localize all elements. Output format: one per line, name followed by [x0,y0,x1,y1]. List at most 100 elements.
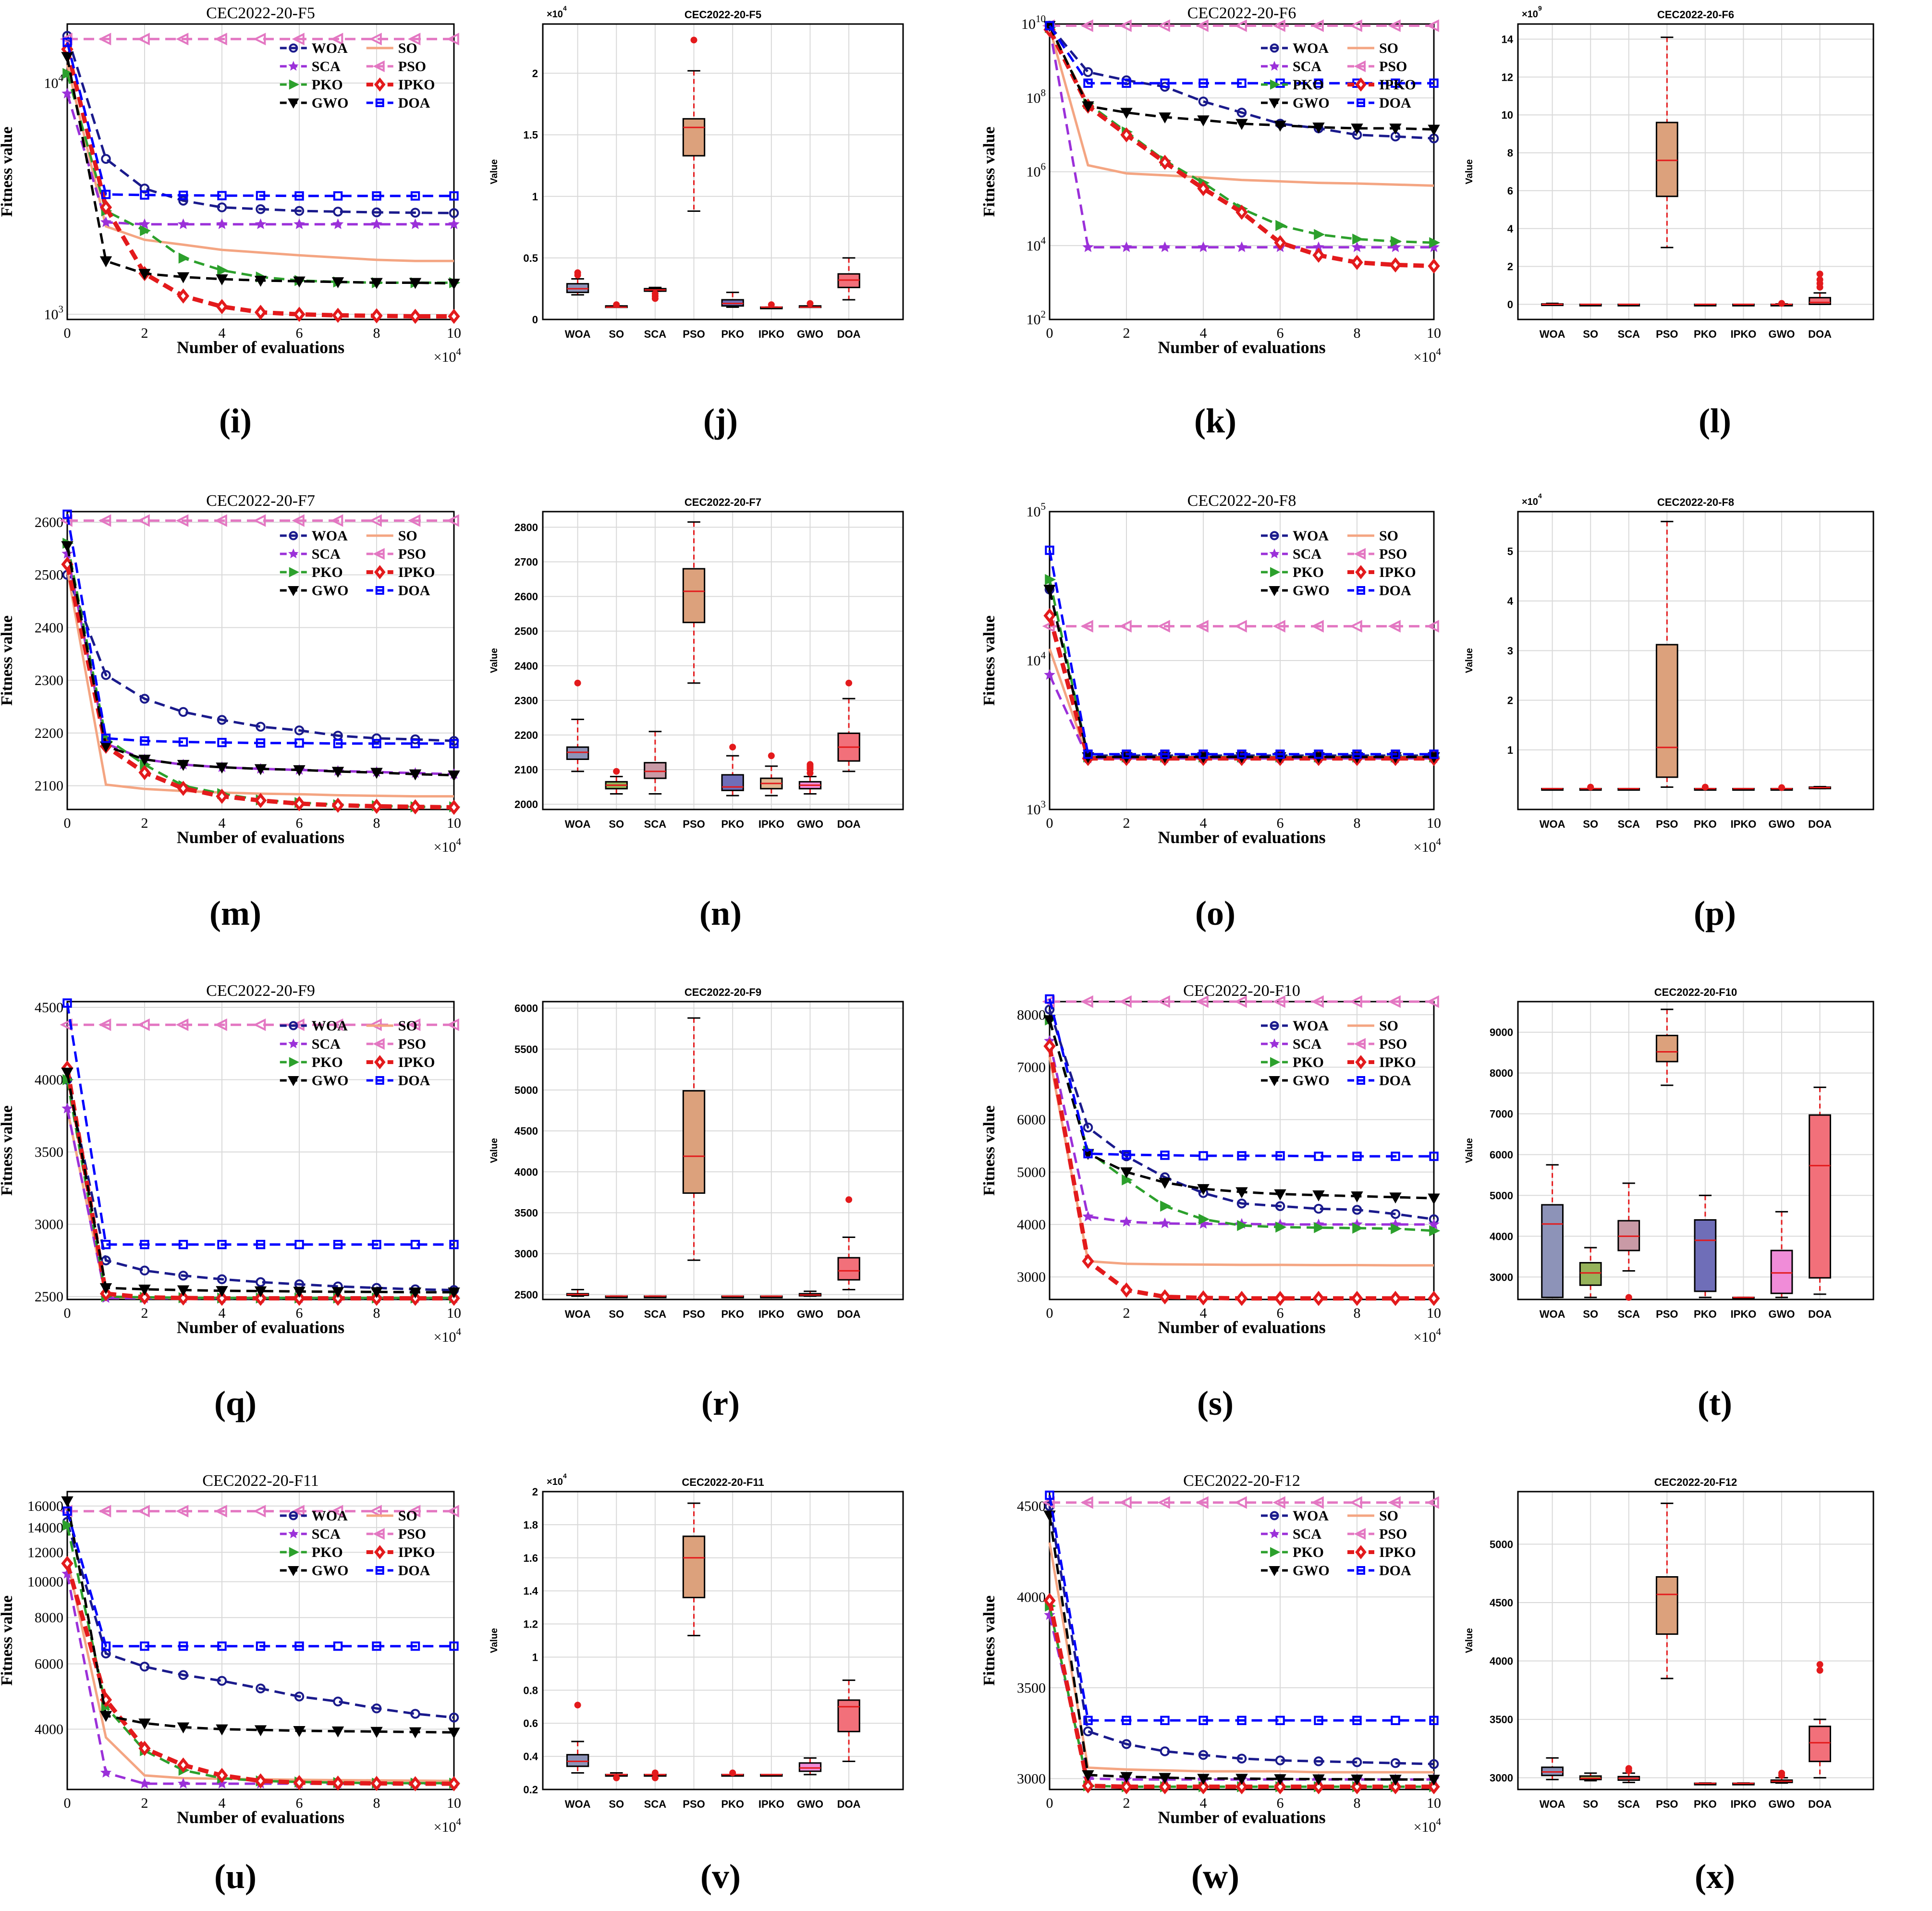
marker-doa [101,1641,111,1651]
marker-ipko [293,306,306,322]
marker-gwo [254,276,267,287]
y-tick-label: 5000 [1017,1164,1046,1180]
outlier-gwo [807,300,814,307]
y-tick-label: 2500 [35,1289,63,1305]
x-tick-label: 10 [447,325,461,341]
marker-pso [408,33,421,46]
chart-title: CEC2022-20-F12 [1183,1472,1300,1490]
marker-ipko [1389,1291,1402,1306]
x-tick-label-gwo: GWO [797,1308,823,1320]
x-multiplier-exp: 4 [1436,346,1442,357]
marker-pso [1349,1496,1362,1509]
marker-gwo [1274,1774,1286,1786]
chart-title: CEC2022-20-F7 [685,496,761,508]
marker-pso [1388,19,1401,32]
marker-sca [139,1777,150,1788]
series-line-woa [1048,1009,1434,1221]
marker-sca [61,87,73,98]
marker-woa [410,208,420,218]
legend-label-pko: PKO [1293,1544,1324,1560]
legend-label-ipko: IPKO [398,77,435,93]
marker-woa [449,208,459,218]
plot-frame [542,1001,904,1300]
legend-label-woa: WOA [1293,528,1329,544]
marker-ipko [1312,247,1325,263]
y-tick-label: 10000 [27,1574,63,1590]
legend-marker-doa [1357,98,1365,107]
x-tick-label-ipko: IPKO [758,1308,784,1320]
marker-doa [1083,1149,1093,1159]
marker-doa [101,189,111,199]
x-multiplier-base: ×10 [434,349,456,365]
legend-marker-gwo [1269,586,1280,597]
y-tick-label: 3000 [1017,1269,1046,1285]
marker-gwo [1159,1177,1171,1189]
marker-ipko [138,1289,151,1305]
y-tick-label: 2600 [514,591,538,603]
x-tick-label: 8 [373,1305,380,1321]
y-tick-label: 2500 [514,625,538,637]
x-tick-label-doa: DOA [837,818,861,830]
panel-q: 0 2 4 6 8 10 2500 3000 3500 4000 4500 CEC2022-20-F9… [0,982,462,1345]
legend-marker-ipko [1355,1545,1367,1559]
x-tick-label: 2 [1123,1795,1130,1811]
box-doa [1809,1114,1831,1279]
marker-woa [217,202,227,212]
marker-ipko [1082,1253,1094,1269]
y-axis-label: Fitness value [0,1595,16,1686]
marker-pso [408,1018,421,1031]
y-tick-label: 104 [1027,649,1046,669]
y-axis-label: Value [1464,1138,1475,1163]
marker-pso [137,514,150,527]
legend-label-pko: PKO [312,1544,343,1560]
marker-doa [1237,1715,1247,1726]
x-tick-label-pko: PKO [721,818,744,830]
marker-ipko [1312,1291,1325,1306]
x-tick-label-gwo: GWO [1769,1308,1795,1320]
outlier-sca [1625,1294,1632,1301]
legend-label-woa: WOA [312,40,348,56]
legend-label-pko: PKO [1293,1054,1324,1070]
marker-gwo [61,541,73,552]
series-line-gwo [1048,589,1434,759]
marker-doa [1122,1715,1131,1726]
x-tick-label: 8 [1354,1305,1361,1321]
marker-sca [448,218,460,229]
legend-label-ipko: IPKO [1379,77,1416,93]
marker-doa [372,1239,381,1250]
marker-gwo [99,1711,112,1722]
y-tick-label: 3000 [1490,1772,1513,1784]
y-tick-label: 106 [1027,161,1046,180]
plot-frame [1049,511,1435,810]
legend-marker-pko [1270,1057,1281,1067]
y-tick-label-base: 10 [1027,238,1041,254]
legend-label-pso: PSO [1379,59,1407,74]
x-tick-label: 2 [141,325,148,341]
marker-doa [1314,78,1323,88]
y-tick-label: 3500 [1490,1714,1513,1726]
marker-doa [333,739,343,748]
x-axis-label: Number of evaluations [1158,828,1325,847]
x-tick-label-pso: PSO [1656,1798,1678,1810]
legend-label-sca: SCA [1293,59,1321,74]
y-tick-label: 6000 [1017,1112,1046,1128]
y-tick-label: 6000 [35,1656,63,1672]
marker-woa [1275,1201,1285,1211]
marker-pso [330,514,343,527]
marker-doa [449,739,459,748]
x-tick-label: 4 [219,815,226,831]
chart-title: CEC2022-20-F8 [1187,492,1296,510]
y-tick-label: 2 [532,68,538,80]
panel-m: 0 2 4 6 8 10 2100 2200 2300 2400 2500 2600 CEC2022-2… [0,492,462,855]
marker-pso [137,1505,150,1518]
x-tick-label-pso: PSO [683,328,705,340]
marker-pso [1426,1496,1439,1509]
y-tick-label-base: 10 [1027,164,1041,180]
legend-label-gwo: GWO [312,95,349,111]
marker-doa [62,1506,72,1516]
y-tick-label-base: 10 [1027,504,1041,520]
marker-ipko [1428,258,1440,274]
legend-marker-doa [375,1076,384,1085]
